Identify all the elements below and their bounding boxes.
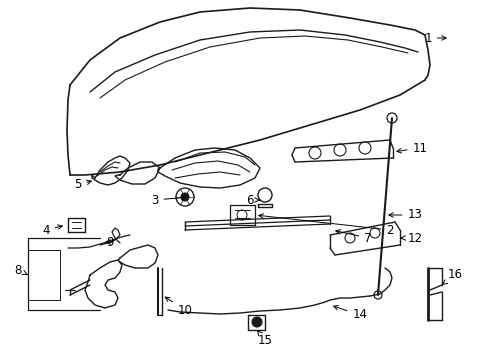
Text: 14: 14	[334, 306, 368, 321]
Text: 5: 5	[74, 179, 91, 192]
Text: 8: 8	[14, 264, 27, 276]
Text: 3: 3	[151, 194, 186, 207]
Text: 15: 15	[257, 330, 272, 346]
Circle shape	[252, 317, 262, 327]
Circle shape	[181, 193, 189, 201]
Text: 11: 11	[397, 141, 427, 154]
Text: 9: 9	[106, 235, 114, 248]
Text: 13: 13	[389, 208, 422, 221]
Text: 12: 12	[401, 231, 422, 244]
Text: 16: 16	[442, 269, 463, 285]
Text: 7: 7	[336, 230, 372, 244]
Text: 4: 4	[42, 224, 62, 237]
Text: 1: 1	[424, 31, 446, 45]
Text: 10: 10	[165, 297, 193, 316]
Text: 2: 2	[259, 214, 394, 237]
Text: 6: 6	[246, 194, 260, 207]
